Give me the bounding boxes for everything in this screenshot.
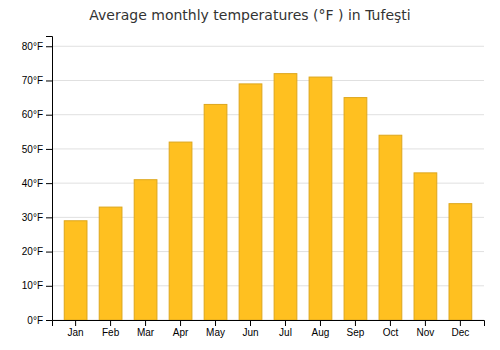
tick: 80°F xyxy=(22,41,52,52)
tick: 0°F xyxy=(27,315,52,326)
bar xyxy=(204,104,227,320)
tick: Aug xyxy=(312,320,330,338)
tick-mark xyxy=(460,320,461,326)
tick: Mar xyxy=(137,320,155,338)
tick-label: Jul xyxy=(279,327,292,338)
bar xyxy=(379,135,402,320)
tick-label: 40°F xyxy=(22,178,43,189)
tick: Sep xyxy=(347,320,365,338)
bar xyxy=(449,204,472,320)
bar xyxy=(414,173,437,320)
axis-line xyxy=(46,37,53,321)
bar xyxy=(169,142,192,320)
tick-label: Oct xyxy=(383,327,399,338)
tick-label: Aug xyxy=(312,327,330,338)
tick-mark xyxy=(180,320,181,326)
tick-mark xyxy=(46,46,52,47)
grid-line xyxy=(52,114,484,115)
tick: 50°F xyxy=(22,144,52,155)
tick: 40°F xyxy=(22,178,52,189)
title: Average monthly temperatures (°F ) in Tu… xyxy=(89,7,410,23)
tick-mark xyxy=(46,80,52,81)
tick-label: 0°F xyxy=(27,315,43,326)
bar xyxy=(309,77,332,320)
tick-mark xyxy=(285,320,286,326)
tick-label: Sep xyxy=(347,327,365,338)
tick-label: 30°F xyxy=(22,212,43,223)
tick-mark xyxy=(320,320,321,326)
tick-label: 50°F xyxy=(22,144,43,155)
tick: Apr xyxy=(173,320,189,338)
bar xyxy=(239,84,262,320)
tick-label: Feb xyxy=(102,327,120,338)
tick-mark xyxy=(46,183,52,184)
y-axis: 0°F 10°F 20°F 30°F 40°F 50°F 60°F 70°F 80°F xyxy=(22,37,53,326)
tick-mark xyxy=(46,115,52,116)
tick-mark xyxy=(46,286,52,287)
tick-label: Jan xyxy=(68,327,84,338)
plot: 0°F 10°F 20°F 30°F 40°F 50°F 60°F 70°F 80°F Jan Fe… xyxy=(22,37,485,339)
tick: Nov xyxy=(417,320,435,338)
grid-line xyxy=(52,148,484,149)
bar xyxy=(344,98,367,320)
tick-mark xyxy=(355,320,356,326)
tick-mark xyxy=(46,252,52,253)
axis-line xyxy=(53,321,485,327)
tick-mark xyxy=(215,320,216,326)
tick-mark xyxy=(425,320,426,326)
grid xyxy=(52,46,484,320)
tick-mark xyxy=(46,217,52,218)
tick-mark xyxy=(145,320,146,326)
chart: Average monthly temperatures (°F ) in Tu… xyxy=(0,0,500,350)
tick-mark xyxy=(46,320,52,321)
tick-mark xyxy=(390,320,391,326)
tick-label: 10°F xyxy=(22,280,43,291)
tick-label: Dec xyxy=(451,327,469,338)
bar xyxy=(134,180,157,320)
tick-mark xyxy=(250,320,251,326)
tick-label: 60°F xyxy=(22,109,43,120)
grid-line xyxy=(52,46,484,47)
tick-mark xyxy=(46,149,52,150)
tick-label: 20°F xyxy=(22,246,43,257)
tick-label: May xyxy=(206,327,225,338)
tick: Oct xyxy=(383,320,399,338)
tick: Feb xyxy=(102,320,120,338)
tick-label: Nov xyxy=(417,327,435,338)
bar xyxy=(99,207,122,320)
tick: May xyxy=(206,320,225,338)
tick: 20°F xyxy=(22,246,52,257)
tick-label: Apr xyxy=(173,327,189,338)
grid-line xyxy=(52,80,484,81)
tick: 30°F xyxy=(22,212,52,223)
tick-label: Mar xyxy=(137,327,155,338)
bar xyxy=(274,74,297,320)
tick: 10°F xyxy=(22,280,52,291)
tick-label: Jun xyxy=(242,327,258,338)
tick: Jul xyxy=(279,320,292,338)
tick: 60°F xyxy=(22,109,52,120)
x-axis: Jan Feb Mar Apr May Jun Jul Aug Sep Oct Nov Dec xyxy=(53,320,485,338)
bars xyxy=(64,74,472,320)
tick: Jan xyxy=(68,320,84,338)
bar xyxy=(64,221,87,320)
tick: Jun xyxy=(242,320,258,338)
tick-label: 70°F xyxy=(22,75,43,86)
tick: Dec xyxy=(451,320,469,338)
tick: 70°F xyxy=(22,75,52,86)
tick-label: 80°F xyxy=(22,41,43,52)
tick-mark xyxy=(110,320,111,326)
tick-mark xyxy=(75,320,76,326)
